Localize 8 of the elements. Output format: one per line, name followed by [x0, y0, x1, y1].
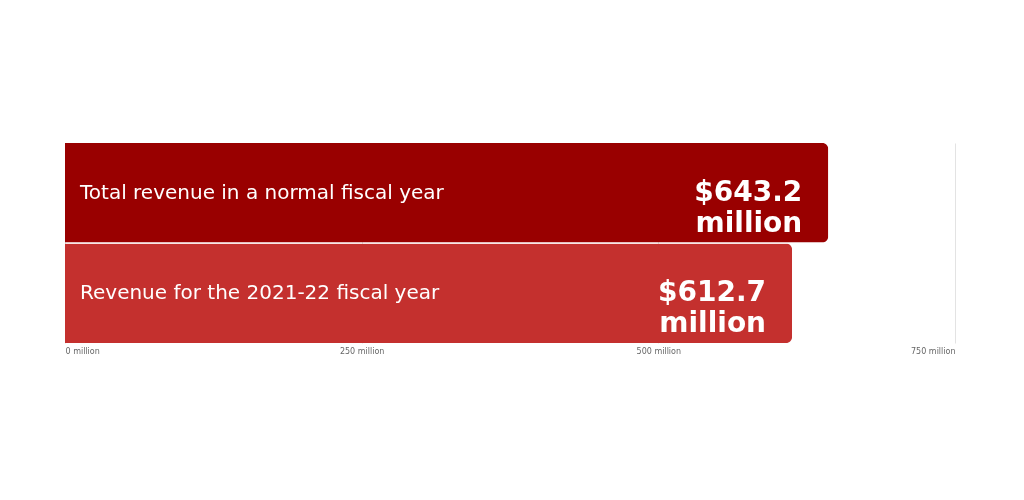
data-label: $643.2 million — [694, 174, 803, 239]
x-tick-label: 0 million — [65, 346, 100, 356]
x-tick-label: 750 million — [911, 346, 956, 356]
y-tick-label: Revenue for the 2021-22 fiscal year — [80, 280, 440, 305]
data-label: $612.7 million — [658, 275, 767, 340]
x-tick-label: 500 million — [636, 346, 682, 356]
y-tick-label: Total revenue in a normal fiscal year — [79, 179, 445, 204]
x-tick-label: 250 million — [339, 346, 385, 356]
